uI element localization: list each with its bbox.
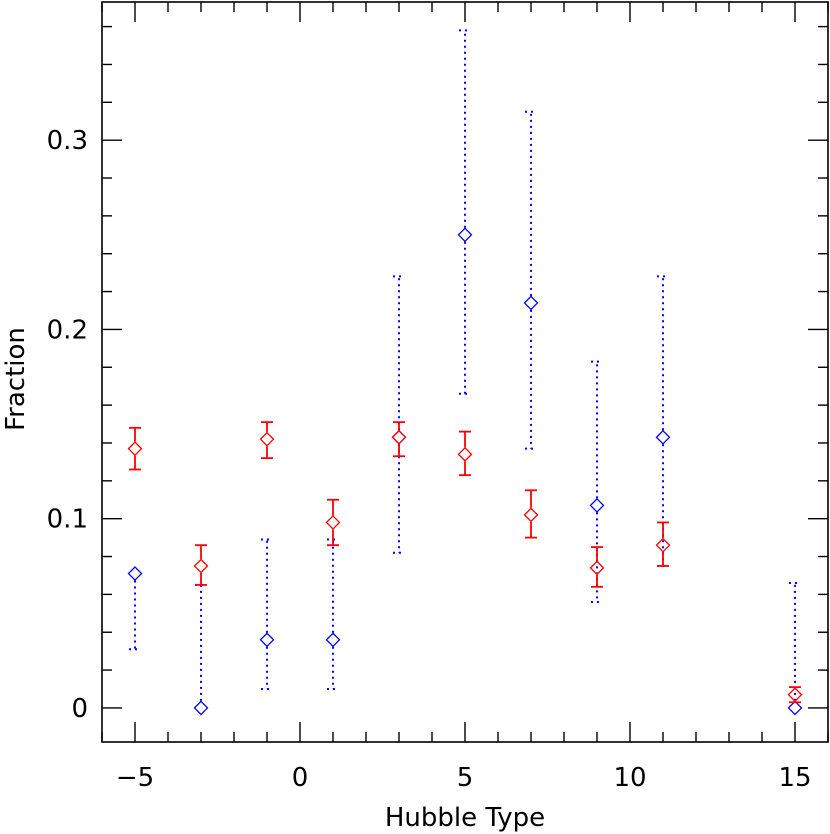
x-tick-label: 15 <box>778 763 811 793</box>
data-point <box>457 227 473 243</box>
data-point <box>457 446 473 462</box>
data-point <box>193 558 209 574</box>
series-group <box>127 421 803 704</box>
y-axis-title: Fraction <box>1 327 31 431</box>
axis-ticks <box>101 2 829 742</box>
y-tick-label: 0 <box>71 694 88 724</box>
data-point <box>523 295 539 311</box>
data-point <box>325 515 341 530</box>
data-point <box>787 687 803 703</box>
series-layer <box>127 29 803 716</box>
data-point <box>127 441 143 457</box>
data-point <box>391 429 407 445</box>
x-tick-label: 5 <box>457 763 474 793</box>
y-tick-label: 0.2 <box>47 315 88 345</box>
data-point <box>655 429 671 445</box>
x-tick-label: 0 <box>292 763 309 793</box>
axis-tick-labels: −5 0 5 10 15 0 0.1 0.2 0.3 <box>47 126 812 793</box>
x-tick-label: −5 <box>116 763 154 793</box>
data-point <box>787 700 803 716</box>
data-point <box>391 429 407 445</box>
data-point <box>655 537 671 553</box>
data-point <box>127 566 143 581</box>
data-point <box>259 632 275 648</box>
y-tick-label: 0.1 <box>47 505 88 535</box>
data-point <box>259 431 275 447</box>
data-point <box>589 560 605 576</box>
y-tick-label: 0.3 <box>47 126 88 156</box>
x-tick-label: 10 <box>613 763 646 793</box>
x-axis-title: Hubble Type <box>385 803 545 833</box>
data-point <box>523 507 539 523</box>
data-point <box>325 632 341 648</box>
data-point <box>589 498 605 513</box>
series-group <box>127 29 803 716</box>
data-point <box>193 700 209 716</box>
